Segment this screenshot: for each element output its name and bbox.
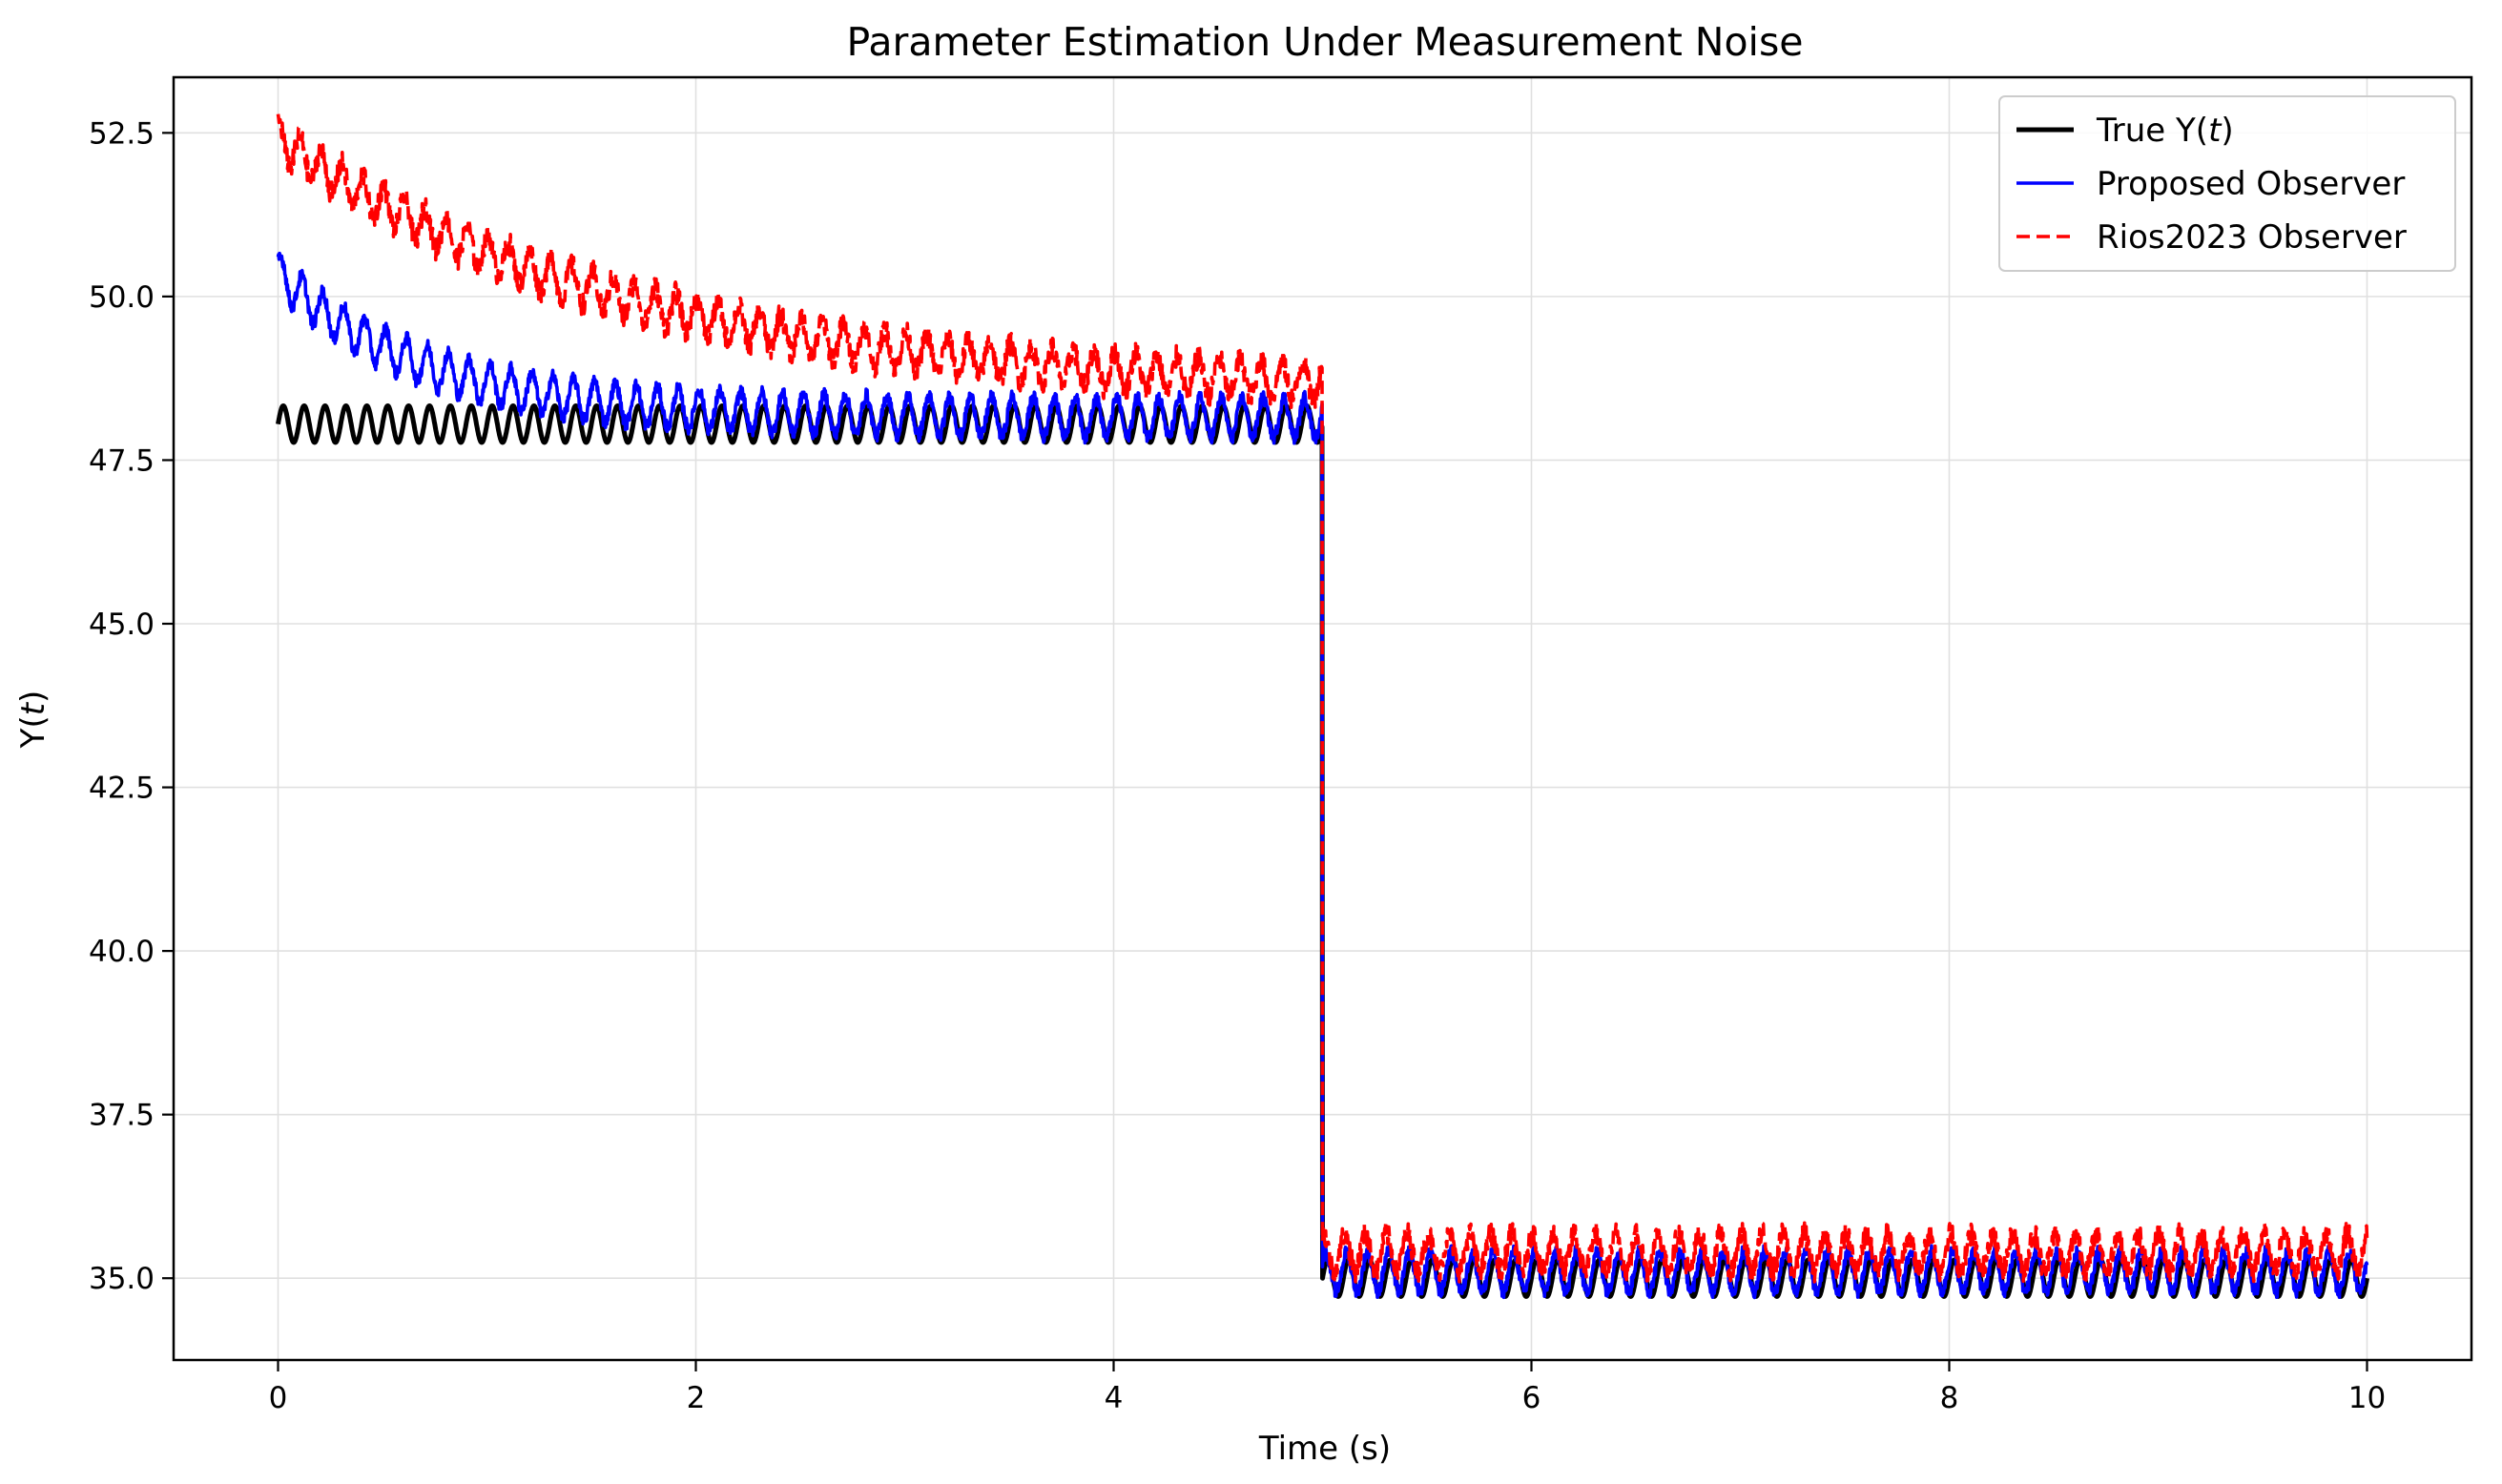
legend-frame (1998, 95, 2456, 272)
x-tick-label: 4 (1105, 1381, 1124, 1415)
y-tick-label: 40.0 (89, 935, 155, 969)
y-axis-label-var: t (14, 701, 52, 715)
y-tick-label: 35.0 (89, 1262, 155, 1296)
series-layer (276, 113, 2369, 1300)
x-tick-label: 8 (1940, 1381, 1959, 1415)
y-tick-label: 45.0 (89, 608, 155, 642)
y-tick-label: 42.5 (89, 772, 155, 806)
x-tick-label: 6 (1522, 1381, 1541, 1415)
y-tick-label: 50.0 (89, 280, 155, 315)
legend-label-1: True Y(t) (2096, 112, 2234, 150)
ticks: 0 2 4 6 8 10 35.0 37.5 40.0 42.5 45.0 47.5 50.0 52.5 (89, 116, 2386, 1415)
legend-label-prefix: Rios2023 Observer (2097, 218, 2407, 257)
legend-label-suffix: ) (2221, 112, 2233, 150)
chart-title: Parameter Estimation Under Measurement N… (846, 19, 1803, 65)
legend: True Y(t) Proposed Observer Rios2023 Obser… (1998, 95, 2456, 272)
series-line-2 (276, 251, 2369, 1300)
x-tick-label: 10 (2348, 1381, 2386, 1415)
y-axis-label-suffix: ) (14, 690, 52, 703)
legend-label-prefix: True Y( (2096, 112, 2208, 150)
x-axis-label: Time (s) (1258, 1430, 1391, 1468)
y-tick-label: 47.5 (89, 443, 155, 478)
y-tick-label: 37.5 (89, 1099, 155, 1133)
series-line-3 (276, 113, 2369, 1284)
y-axis-label: Y(t) (14, 690, 52, 750)
legend-label-prefix: Proposed Observer (2097, 165, 2405, 203)
y-tick-label: 52.5 (89, 116, 155, 151)
x-tick-label: 0 (269, 1381, 288, 1415)
y-axis-label-prefix: Y( (14, 715, 52, 749)
legend-label-var: t (2208, 112, 2223, 150)
plot-frame (172, 75, 2473, 1362)
legend-label-2: Proposed Observer (2097, 165, 2405, 203)
x-tick-label: 2 (687, 1381, 706, 1415)
legend-label-3: Rios2023 Observer (2097, 218, 2407, 257)
